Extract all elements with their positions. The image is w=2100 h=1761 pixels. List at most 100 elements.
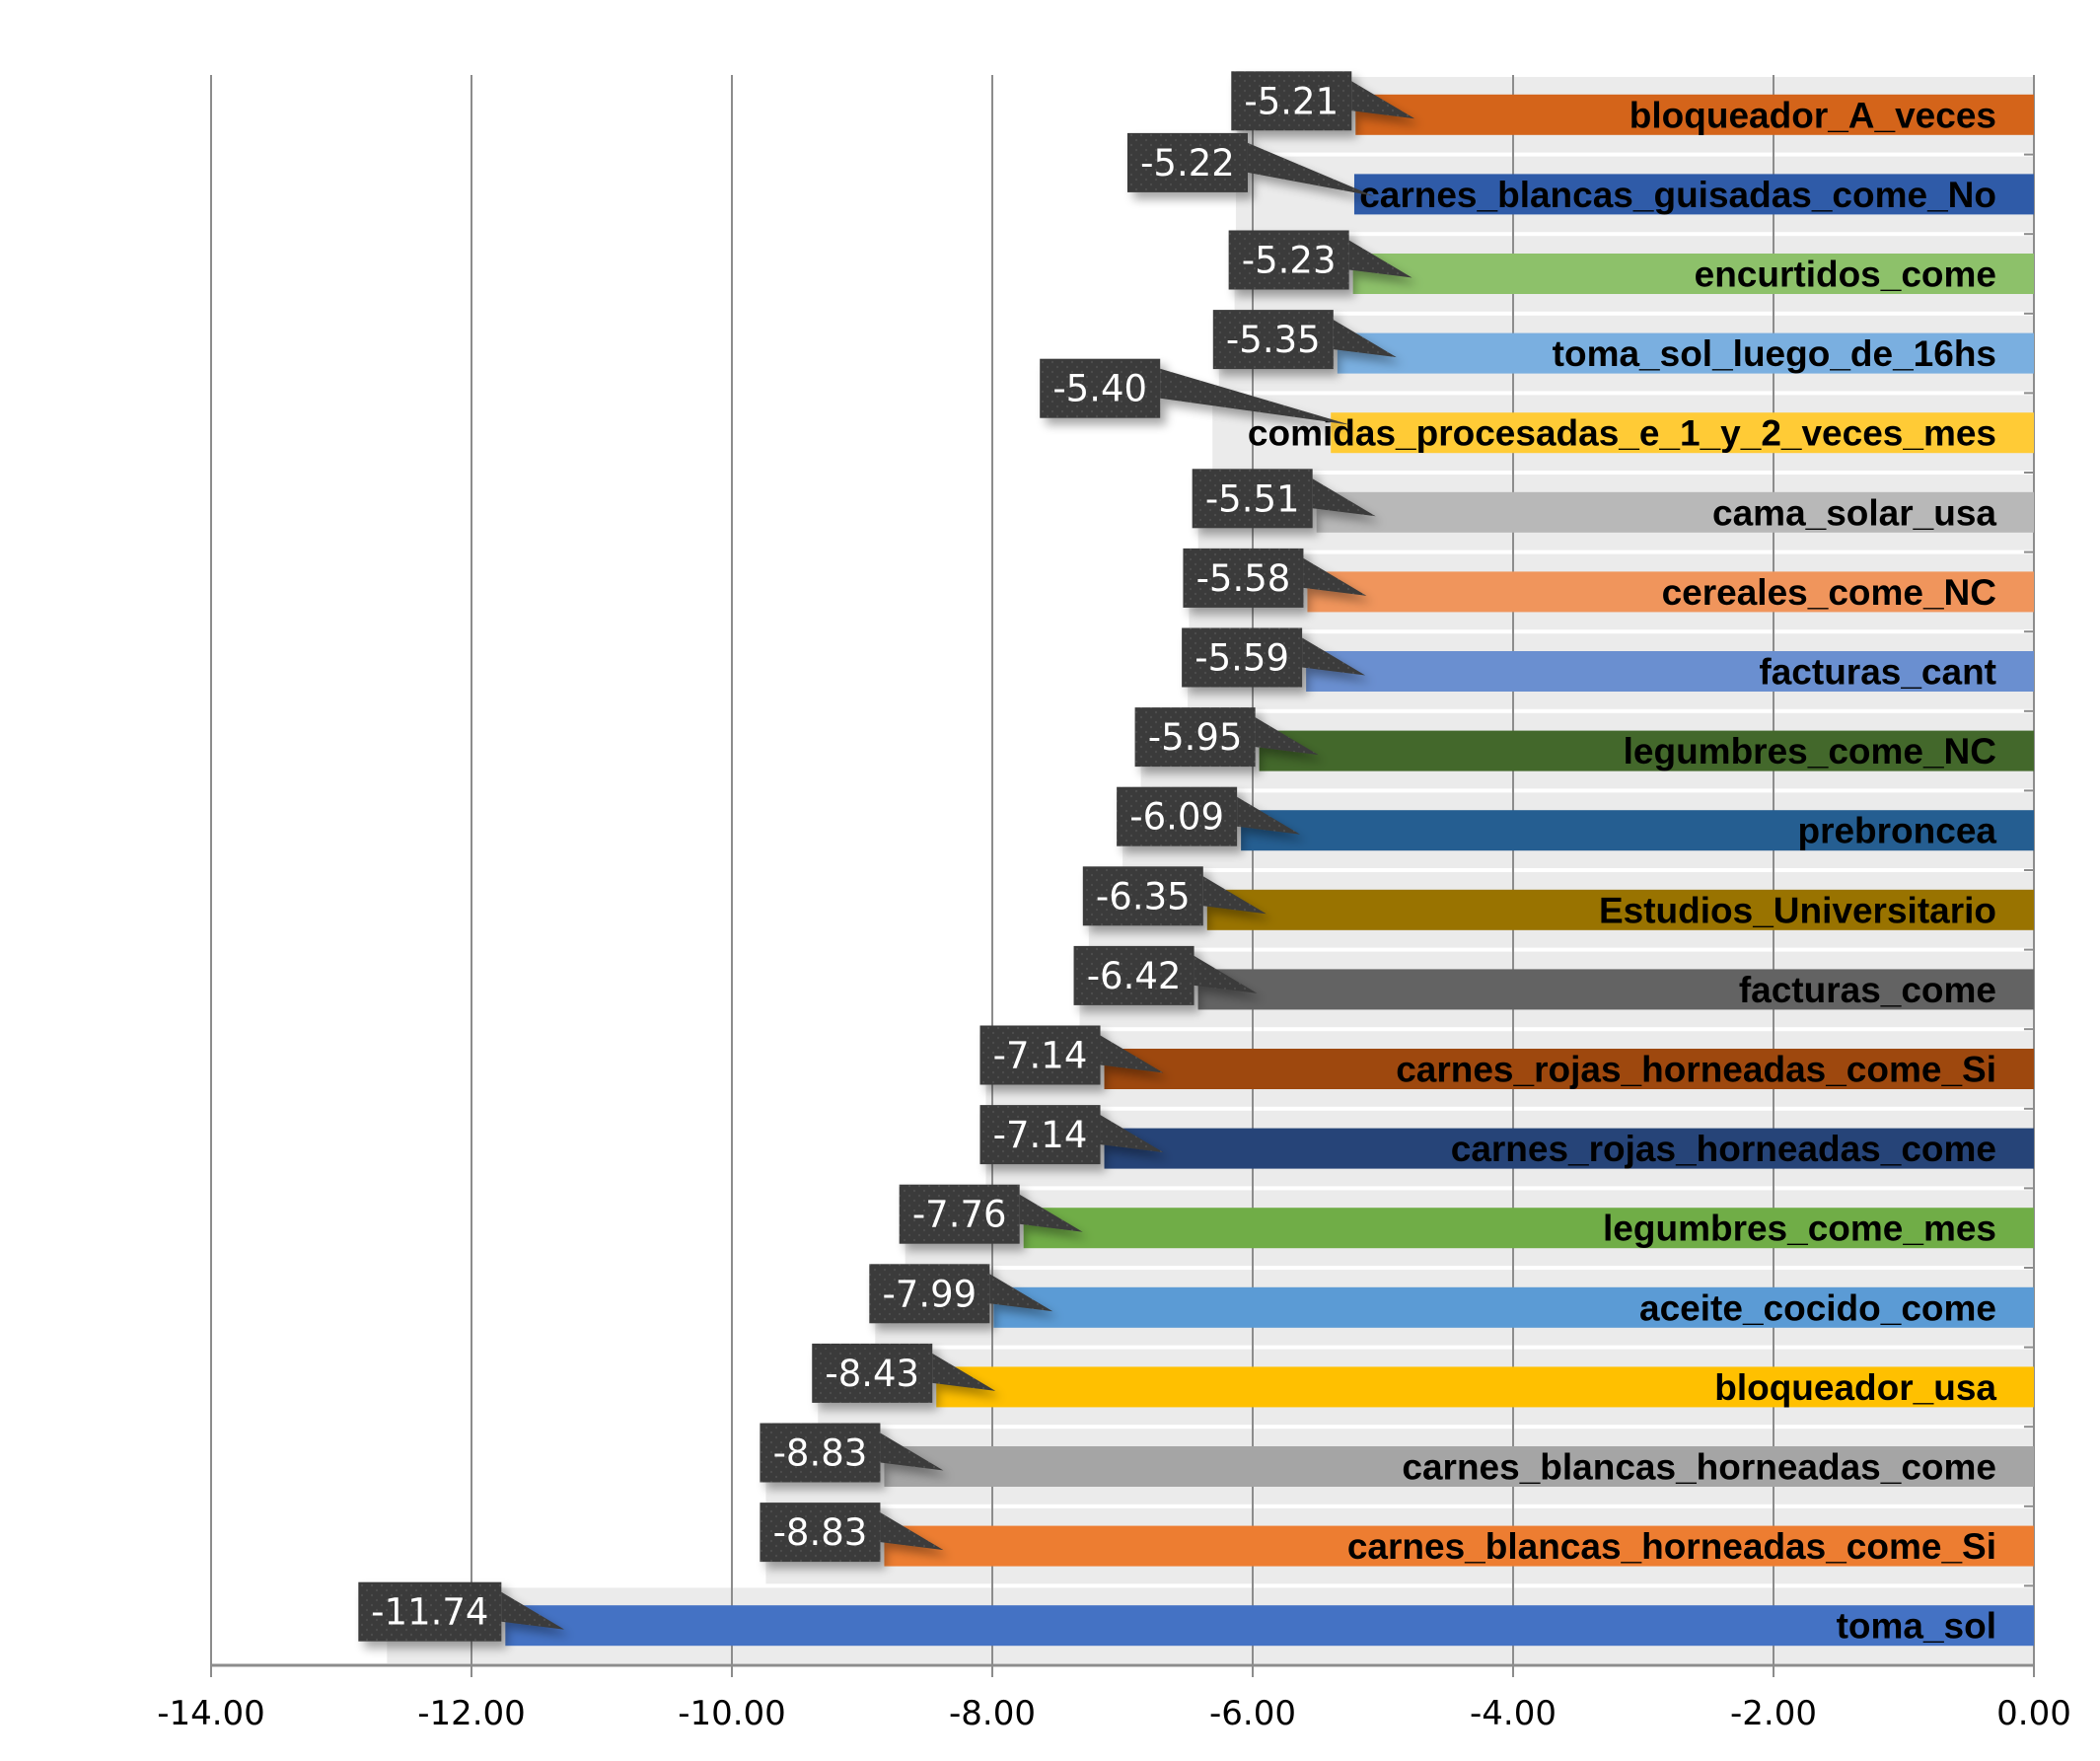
callout-box — [1192, 469, 1313, 529]
callout-box — [1134, 707, 1256, 768]
bar — [1104, 1128, 2034, 1169]
bar — [1316, 491, 2034, 533]
callout-box — [979, 1105, 1101, 1165]
callout-pointer — [1303, 557, 1367, 596]
bar — [884, 1525, 2035, 1567]
value-label: -6.09 — [1129, 796, 1224, 839]
value-label: -5.40 — [1052, 368, 1147, 410]
callout-pointer — [1348, 240, 1412, 278]
value-label: -6.35 — [1096, 875, 1191, 917]
callout-box — [899, 1184, 1020, 1244]
callout-pointer — [989, 1274, 1053, 1312]
callout-box — [1182, 627, 1303, 688]
value-callout: -7.99 — [869, 1264, 1053, 1324]
x-tick-label: 0.00 — [1996, 1694, 2071, 1733]
value-label: -5.21 — [1244, 80, 1339, 122]
value-callout: -5.95 — [1134, 707, 1319, 768]
callout-pointer — [1333, 320, 1397, 358]
bar — [1353, 174, 2034, 215]
value-callout: -11.74 — [358, 1581, 565, 1642]
value-label: -11.74 — [371, 1591, 488, 1634]
category-label: facturas_cant — [1759, 652, 1996, 693]
callout-box — [812, 1343, 933, 1403]
value-label: -5.58 — [1196, 557, 1291, 600]
value-callout: -5.51 — [1192, 469, 1376, 529]
value-label: -7.14 — [993, 1114, 1088, 1156]
bar — [1104, 1049, 2034, 1089]
value-callout: -6.42 — [1073, 945, 1258, 1005]
callout-pointer — [1247, 142, 1374, 196]
category-label: toma_sol — [1837, 1606, 1996, 1647]
value-callout: -7.14 — [979, 1025, 1164, 1085]
category-label: aceite_cocido_come — [1639, 1287, 1996, 1328]
category-label: Estudios_Universitario — [1599, 890, 1996, 930]
value-callout: -8.83 — [760, 1423, 944, 1483]
value-label: -5.59 — [1195, 637, 1289, 680]
category-label: toma_sol_luego_de_16hs — [1553, 333, 1996, 374]
x-axis: -14.00 -12.00 -10.00 -8.00 -6.00 -4.00 -2.00 0.… — [157, 1663, 2071, 1733]
category-label: carnes_blancas_horneadas_come_Si — [1347, 1526, 1996, 1567]
callout-pointer — [501, 1591, 565, 1630]
callout-pointer — [1202, 876, 1267, 915]
callout-pointer — [1019, 1194, 1083, 1232]
value-label: -5.23 — [1242, 240, 1337, 282]
value-label: -8.43 — [825, 1353, 919, 1395]
value-callout: -6.09 — [1117, 786, 1301, 846]
category-label: comidas_procesadas_e_1_y_2_veces_mes — [1248, 413, 1996, 454]
callout-pointer — [1100, 1035, 1164, 1073]
x-tick-label: -10.00 — [678, 1694, 786, 1733]
callout-box — [1228, 230, 1349, 290]
value-callout: -5.59 — [1182, 627, 1366, 688]
callout-box — [760, 1503, 881, 1563]
bar — [1331, 412, 2034, 454]
value-label: -7.99 — [882, 1273, 977, 1315]
callout-pointer — [880, 1512, 944, 1551]
value-callout: -7.14 — [979, 1105, 1164, 1165]
x-tick-label: -4.00 — [1470, 1694, 1557, 1733]
category-label: encurtidos_come — [1695, 255, 1996, 295]
callout-pointer — [1302, 637, 1366, 676]
callout-box — [1082, 866, 1203, 926]
value-label: -7.76 — [912, 1194, 1007, 1236]
bar — [936, 1366, 2034, 1408]
callout-pointer — [1237, 796, 1301, 835]
value-label: -5.35 — [1226, 319, 1321, 361]
bar — [1306, 651, 2034, 692]
x-tick-label: -14.00 — [157, 1694, 265, 1733]
callout-box — [358, 1581, 502, 1642]
category-label: cereales_come_NC — [1662, 572, 1996, 613]
callout-box — [1073, 945, 1195, 1005]
bar — [1352, 254, 2034, 294]
category-label: carnes_rojas_horneadas_come_Si — [1396, 1050, 1996, 1090]
row-bands — [387, 77, 2035, 1663]
callout-box — [1212, 310, 1334, 370]
callout-pointer — [932, 1353, 996, 1391]
value-callout: -6.35 — [1082, 866, 1267, 926]
value-callout: -8.43 — [812, 1343, 996, 1403]
callout-box — [1117, 786, 1238, 846]
value-callout: -7.76 — [899, 1184, 1083, 1244]
bar — [1023, 1208, 2034, 1249]
bar — [1259, 730, 2034, 771]
value-label: -7.14 — [993, 1035, 1088, 1077]
value-callout: -5.40 — [1040, 358, 1351, 425]
callout-box — [1040, 358, 1161, 418]
bar — [1355, 94, 2034, 135]
callout-pointer — [1100, 1115, 1164, 1153]
category-label: bloqueador_A_veces — [1629, 95, 1996, 135]
value-label: -5.22 — [1140, 142, 1235, 184]
value-callout: -5.35 — [1212, 310, 1397, 370]
callout-box — [760, 1423, 881, 1483]
x-tick-label: -2.00 — [1730, 1694, 1817, 1733]
bar — [1307, 571, 2034, 613]
bar — [993, 1286, 2034, 1328]
callout-pointer — [880, 1432, 944, 1471]
value-callout: -5.21 — [1231, 71, 1415, 131]
x-tick-label: -6.00 — [1209, 1694, 1296, 1733]
callout-box — [869, 1264, 990, 1324]
value-label: -8.83 — [773, 1432, 868, 1475]
category-label: legumbres_come_NC — [1624, 731, 1996, 771]
bar — [505, 1605, 2034, 1647]
callout-pointer — [1160, 368, 1351, 425]
